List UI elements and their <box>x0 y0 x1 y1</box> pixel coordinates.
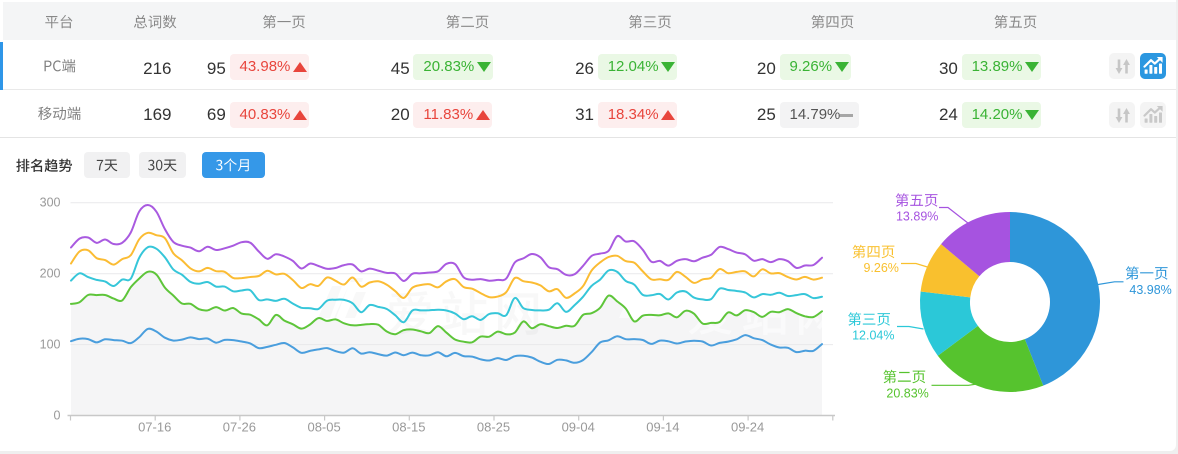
svg-text:08-15: 08-15 <box>392 420 425 435</box>
svg-text:09-24: 09-24 <box>731 420 764 435</box>
svg-text:100: 100 <box>40 337 61 351</box>
svg-text:08-05: 08-05 <box>307 420 340 435</box>
svg-text:07-26: 07-26 <box>223 420 256 435</box>
svg-text:300: 300 <box>40 196 61 210</box>
svg-text:13.89%: 13.89% <box>896 210 938 224</box>
svg-text:9.26%: 9.26% <box>863 261 898 275</box>
svg-text:0: 0 <box>54 408 61 422</box>
svg-text:200: 200 <box>40 267 61 281</box>
svg-text:20.83%: 20.83% <box>886 387 928 401</box>
svg-text:43.98%: 43.98% <box>1129 283 1171 297</box>
svg-text:08-25: 08-25 <box>477 420 510 435</box>
svg-text:07-16: 07-16 <box>138 420 171 435</box>
svg-text:09-14: 09-14 <box>646 420 679 435</box>
svg-text:09-04: 09-04 <box>562 420 595 435</box>
svg-text:12.04%: 12.04% <box>852 329 894 343</box>
